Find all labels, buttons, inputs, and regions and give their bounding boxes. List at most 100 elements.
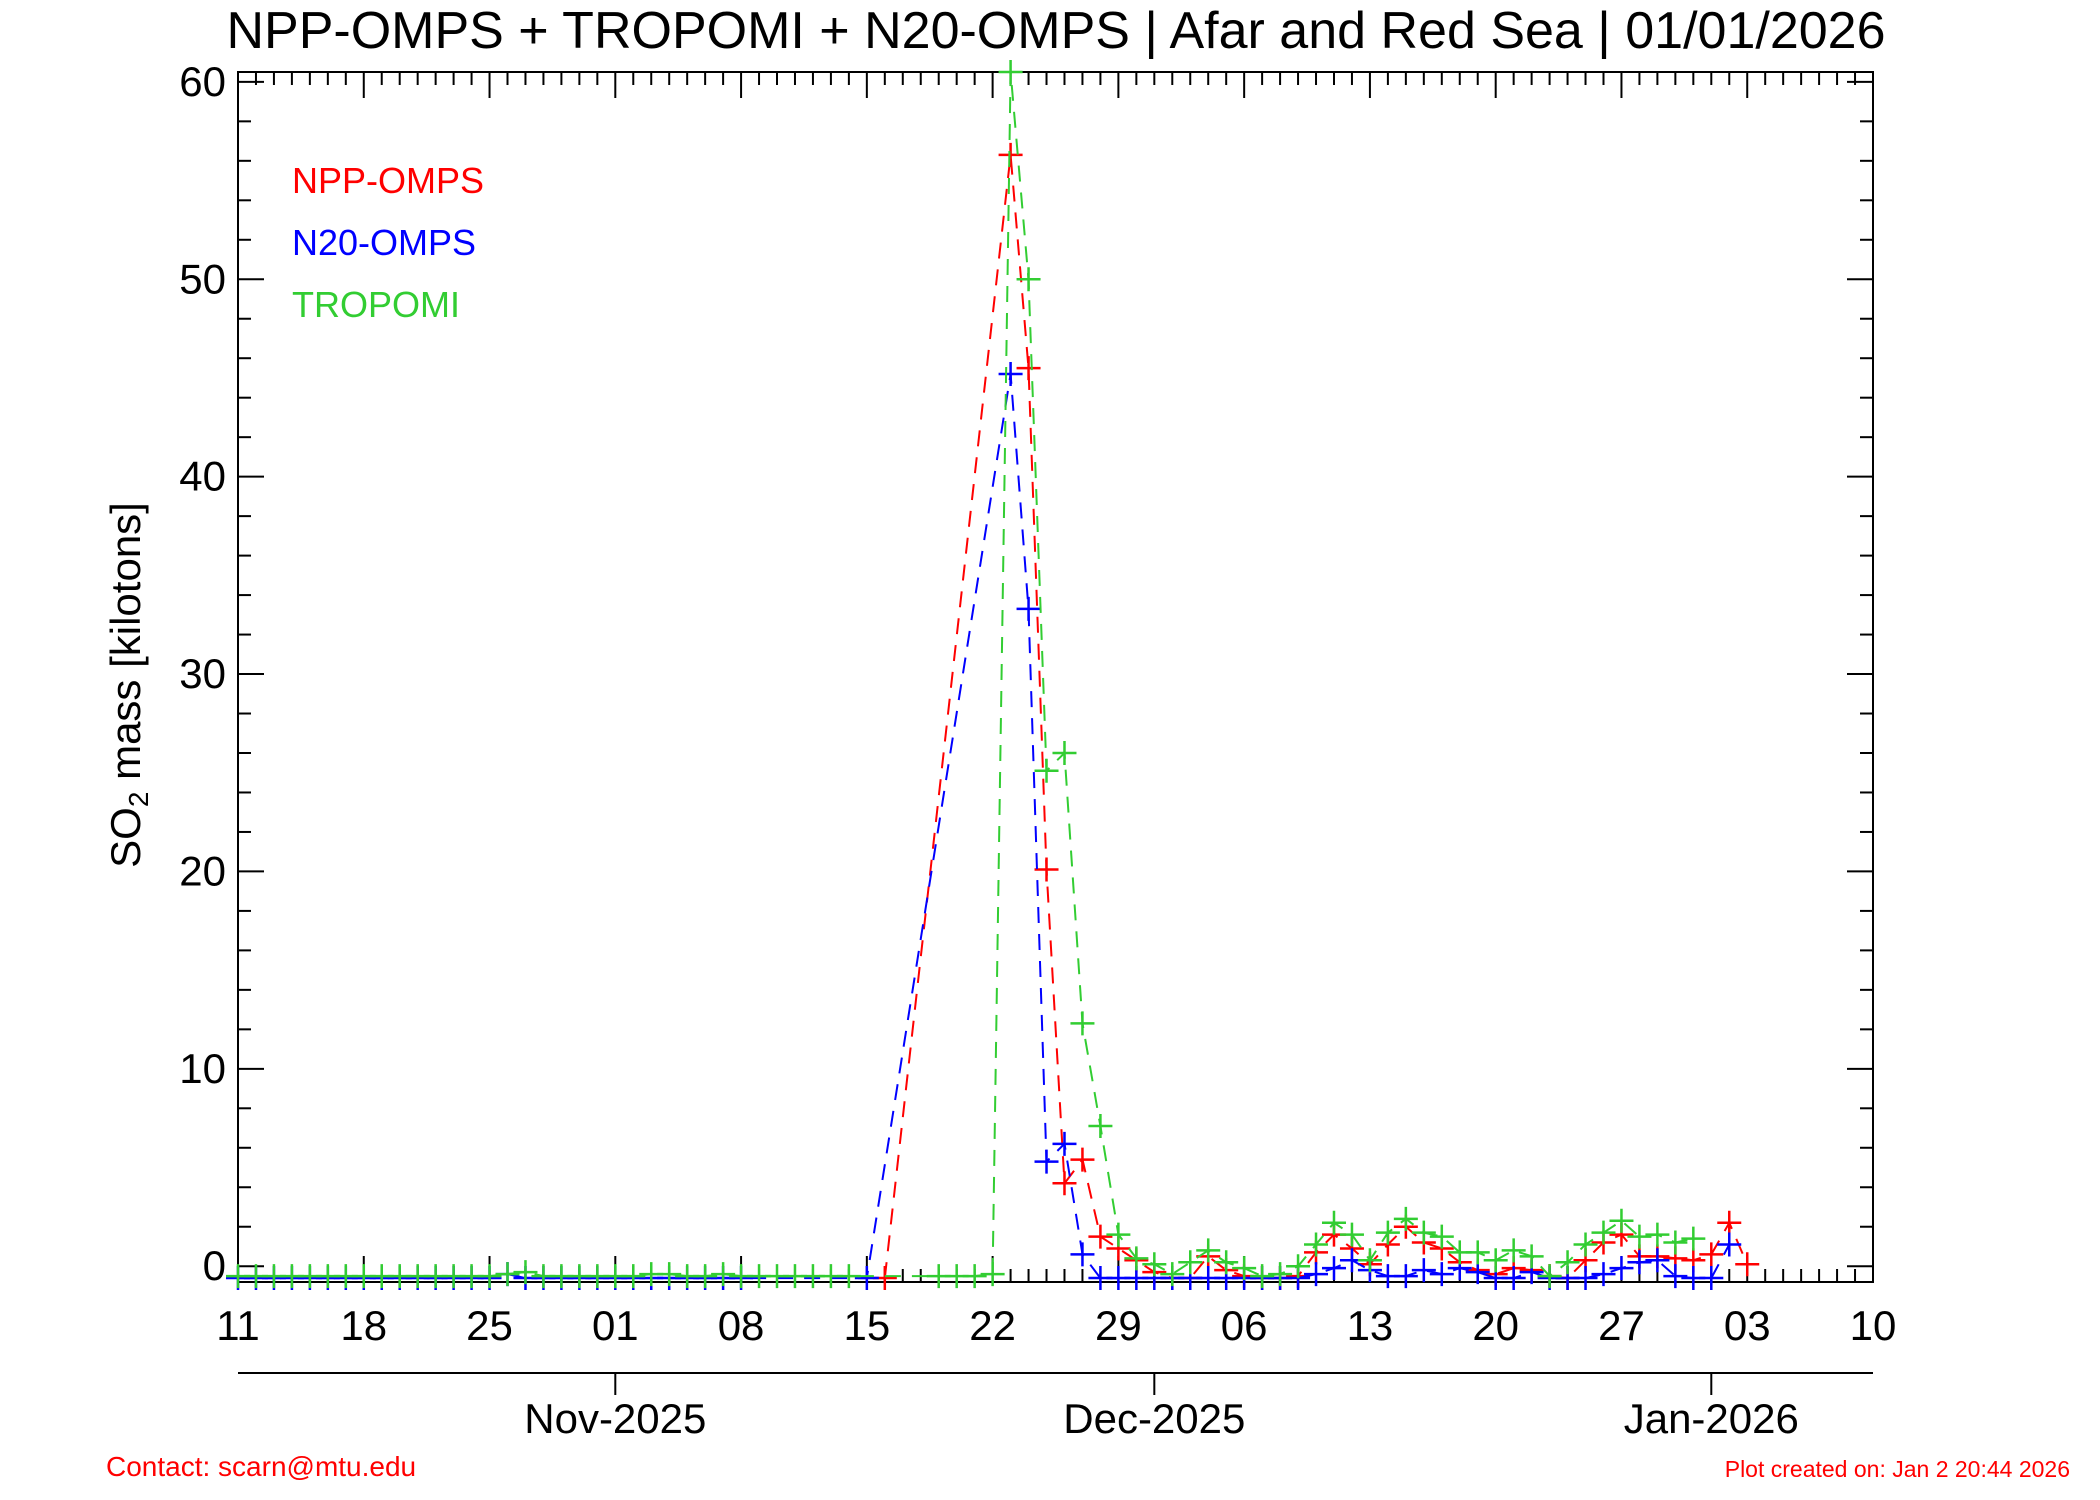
x-tick-label: 18 [340, 1302, 387, 1349]
data-point [477, 1264, 502, 1289]
data-point [998, 60, 1023, 84]
data-point [1196, 1238, 1221, 1263]
data-point [1411, 1258, 1436, 1283]
legend-n20-omps: N20-OMPS [292, 222, 476, 263]
y-tick-label: 50 [179, 255, 226, 302]
data-point [1627, 1224, 1652, 1249]
data-point [1735, 1252, 1760, 1277]
data-point [1034, 857, 1059, 882]
data-point [1070, 1242, 1095, 1267]
data-point [1286, 1254, 1311, 1279]
y-axis-label: SO2 mass [kilotons] [102, 502, 154, 868]
data-point [1645, 1222, 1670, 1247]
y-tick-label: 20 [179, 847, 226, 894]
data-point [1591, 1220, 1616, 1245]
x-tick-label: 08 [718, 1302, 765, 1349]
data-point [1339, 1222, 1364, 1247]
data-point [1034, 758, 1059, 783]
data-point [1519, 1244, 1544, 1269]
data-point [1501, 1266, 1526, 1291]
data-point [1106, 1222, 1131, 1247]
data-point [1699, 1242, 1724, 1267]
data-point [1052, 1131, 1077, 1156]
month-label: Jan-2026 [1624, 1395, 1799, 1442]
data-point [621, 1264, 646, 1289]
data-point [998, 362, 1023, 387]
data-point [1663, 1264, 1688, 1289]
x-tick-label: 15 [843, 1302, 890, 1349]
data-point [1573, 1266, 1598, 1291]
data-point [1717, 1210, 1742, 1235]
contact-text: Contact: scarn@mtu.edu [106, 1451, 416, 1482]
month-label: Dec-2025 [1063, 1395, 1245, 1442]
chart-title: NPP-OMPS + TROPOMI + N20-OMPS | Afar and… [226, 2, 1885, 60]
data-point [1681, 1226, 1706, 1251]
data-point [1699, 1266, 1724, 1291]
data-point [1268, 1262, 1293, 1287]
data-point [1052, 740, 1077, 765]
data-point [1088, 1114, 1113, 1139]
x-tick-label: 29 [1095, 1302, 1142, 1349]
data-point [1321, 1256, 1346, 1281]
series-layer [226, 60, 1760, 1291]
data-point [1178, 1250, 1203, 1275]
data-point [1304, 1232, 1329, 1257]
data-point [693, 1264, 718, 1289]
data-point [657, 1262, 682, 1287]
data-point [998, 142, 1023, 167]
data-point [1717, 1232, 1742, 1257]
data-point [1304, 1262, 1329, 1287]
data-point [1124, 1246, 1149, 1271]
data-point [1483, 1248, 1508, 1273]
data-point [1070, 1147, 1095, 1172]
plot-frame [237, 71, 1874, 1283]
data-point [1070, 1011, 1095, 1036]
data-point [1034, 1149, 1059, 1174]
data-point [1627, 1250, 1652, 1275]
data-point [1573, 1232, 1598, 1257]
x-tick-label: 03 [1724, 1302, 1771, 1349]
data-point [1232, 1256, 1257, 1281]
data-point [1537, 1264, 1562, 1289]
data-point [1088, 1224, 1113, 1249]
data-point [1465, 1240, 1490, 1265]
data-point [1016, 267, 1041, 292]
data-point [980, 1262, 1005, 1287]
month-label: Nov-2025 [524, 1395, 706, 1442]
data-point [1429, 1262, 1454, 1287]
data-point [1609, 1208, 1634, 1233]
data-point [1142, 1252, 1167, 1277]
y-tick-label: 40 [179, 453, 226, 500]
data-point [513, 1260, 538, 1285]
legend: NPP-OMPS N20-OMPS TROPOMI [292, 160, 484, 325]
data-point [1429, 1224, 1454, 1249]
data-point [962, 1264, 987, 1289]
x-tick-label: 20 [1472, 1302, 1519, 1349]
data-point [854, 1266, 879, 1291]
legend-tropomi: TROPOMI [292, 284, 460, 325]
x-tick-label: 01 [592, 1302, 639, 1349]
data-point [1357, 1248, 1382, 1273]
data-point [1591, 1262, 1616, 1287]
data-point [495, 1262, 520, 1287]
legend-npp-omps: NPP-OMPS [292, 160, 484, 201]
x-tick-label: 10 [1850, 1302, 1897, 1349]
data-point [711, 1262, 736, 1287]
x-tick-label: 22 [969, 1302, 1016, 1349]
data-point [1663, 1230, 1688, 1255]
data-point [1501, 1238, 1526, 1263]
data-point [1393, 1206, 1418, 1231]
data-point [1321, 1210, 1346, 1235]
y-tick-label: 30 [179, 650, 226, 697]
data-point [836, 1264, 861, 1289]
x-tick-label: 27 [1598, 1302, 1645, 1349]
x-tick-label: 13 [1347, 1302, 1394, 1349]
y-tick-label: 0 [203, 1242, 226, 1289]
data-point [1016, 356, 1041, 381]
series-line [238, 373, 1731, 1280]
data-point [1214, 1250, 1239, 1275]
x-tick-label: 25 [466, 1302, 513, 1349]
plot-created-text: Plot created on: Jan 2 20:44 2026 [1725, 1456, 2070, 1482]
data-point [1375, 1220, 1400, 1245]
